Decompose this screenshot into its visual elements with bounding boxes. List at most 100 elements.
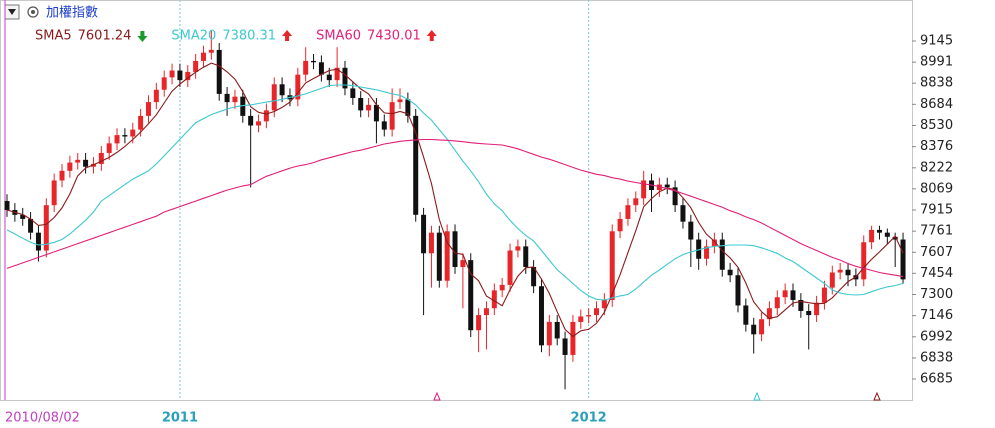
candle-body [523,246,529,268]
candle-body [193,60,199,72]
candle-body [145,102,151,116]
candle-body [554,321,560,339]
candle-body [326,74,332,81]
candle-body [499,284,505,291]
candle-body [421,214,427,254]
candle-body [28,218,34,233]
y-tick-label: 7300 [920,287,953,302]
candle-body [594,308,599,316]
candle-body [688,221,694,240]
candle-body [130,129,136,137]
y-tick-label: 8838 [920,76,953,91]
x-tick-label: 2012 [571,411,607,426]
y-tick-label: 7915 [920,202,953,217]
candle-body [295,74,301,100]
candle-body [303,60,309,75]
candle-body [271,84,277,111]
ma-line [6,138,904,278]
candle-body [256,121,262,126]
candle-body [491,290,497,309]
candle-body [436,232,442,281]
candle-body [35,232,41,251]
candle-body [138,115,144,130]
candle-body [444,231,450,281]
legend-value: 7601.24 [78,29,132,44]
candle-body [405,99,411,116]
radio-icon[interactable] [27,6,39,18]
candle-body [350,88,356,99]
candle-body [342,67,348,89]
x-tick-label: 2011 [162,411,198,426]
candle-body [232,96,238,103]
candle-body [766,308,772,320]
candle-body [75,159,81,163]
legend-trend-arrow [137,31,148,42]
candle-body [51,180,57,206]
candle-body [468,260,474,331]
y-tick-label: 8991 [920,55,953,70]
y-tick-label: 6685 [920,371,953,386]
y-tick-label: 9145 [920,33,953,48]
candle-body [460,260,466,268]
candle-body [538,286,544,346]
candle-body [774,297,780,309]
candle-body [546,321,552,346]
candle-body [641,180,647,199]
y-tick-label: 8684 [920,97,953,112]
candle-body [806,310,812,316]
candle-body [452,231,458,268]
candle-body [798,299,804,311]
candle-body [861,242,867,280]
candle-body [381,121,387,130]
y-tick-label: 6838 [920,350,953,365]
candle-body [625,205,631,219]
candle-body [837,269,843,273]
candle-body [279,84,285,96]
legend-value: 7430.01 [367,29,421,44]
candle-body [263,110,269,122]
candle-body [782,290,788,298]
candle-body [735,275,741,306]
candle-body [507,250,513,285]
legend-name: SMA20 [171,29,216,44]
signal-marker [753,391,761,401]
candle-body [656,184,662,191]
candle-body [704,246,710,259]
candle-body [43,205,49,251]
candle-body [719,239,725,270]
candle-body [680,205,686,222]
candle-body [169,70,175,78]
candle-body [122,135,128,137]
candle-body [515,246,521,251]
candle-body [389,102,395,130]
y-tick-label: 7146 [920,308,953,323]
candle-body [208,49,214,53]
candles [4,30,906,390]
candle-body [672,187,678,206]
candle-body [727,269,733,276]
candle-body [578,316,584,322]
candle-body [358,98,364,111]
candle-body [428,232,434,254]
legend-trend-arrow [282,30,293,41]
x-axis-band [0,401,995,428]
candle-body [845,269,851,276]
signal-marker [433,391,441,401]
candle-body [696,239,702,259]
candle-body [114,135,120,144]
candle-body [161,77,167,90]
dropdown-arrow [8,9,16,15]
legend-trend-arrow [426,30,437,41]
y-tick-label: 6992 [920,329,953,344]
y-tick-label: 7454 [920,266,953,281]
candle-body [334,67,340,81]
candle-body [790,290,796,300]
candle-body [570,321,576,355]
candle-body [224,93,230,103]
candle-body [900,239,906,280]
candle-body [67,162,73,171]
candle-body [829,272,835,288]
candle-body [83,159,89,167]
candle-body [759,319,765,335]
